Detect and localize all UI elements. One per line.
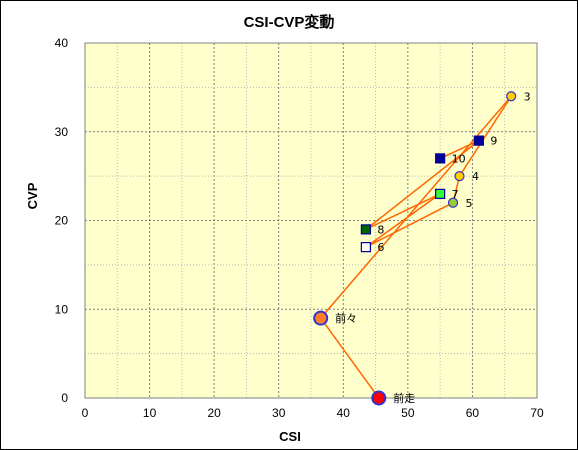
- data-point: [506, 91, 517, 102]
- y-axis-label: CVP: [25, 182, 40, 209]
- x-tick-label: 70: [530, 406, 544, 420]
- data-point: [313, 310, 329, 326]
- y-tick-label: 10: [55, 302, 69, 316]
- x-tick-label: 10: [143, 406, 157, 420]
- x-tick-label: 0: [82, 406, 89, 420]
- data-label: 4: [472, 170, 479, 183]
- y-tick-label: 40: [55, 36, 69, 50]
- y-tick-labels: 0 10 20 30 40: [55, 36, 69, 405]
- data-point: [473, 135, 484, 146]
- data-label: 8: [377, 223, 384, 236]
- x-tick-label: 40: [337, 406, 351, 420]
- chart-title: CSI-CVP変動: [244, 13, 335, 31]
- x-tick-label: 20: [207, 406, 221, 420]
- data-point: [454, 171, 465, 182]
- x-tick-label: 50: [401, 406, 415, 420]
- data-label: 前走: [393, 391, 415, 405]
- x-tick-label: 30: [272, 406, 286, 420]
- x-tick-labels: 0 10 20 30 40 50 60 70: [82, 406, 544, 420]
- data-point: [360, 242, 371, 253]
- data-label: 6: [377, 241, 384, 254]
- y-tick-label: 30: [55, 125, 69, 139]
- data-point: [371, 390, 387, 406]
- data-point: [360, 224, 371, 235]
- data-label: 10: [452, 152, 466, 165]
- series-line: [319, 95, 512, 399]
- data-label: 3: [524, 90, 531, 103]
- x-tick-label: 60: [466, 406, 480, 420]
- data-label: 前々: [335, 311, 357, 325]
- data-labels: 前走 前々 3 4 5 6 7 8 9 10: [335, 90, 530, 405]
- grid-lines: [85, 43, 537, 398]
- y-tick-label: 20: [55, 214, 69, 228]
- data-point: [435, 153, 446, 164]
- data-label: 5: [466, 197, 473, 210]
- data-point: [447, 197, 459, 208]
- y-tick-label: 0: [61, 391, 68, 405]
- data-label: 9: [490, 135, 497, 148]
- data-markers: [313, 91, 517, 406]
- data-point: [435, 188, 446, 199]
- data-label: 7: [452, 188, 459, 201]
- x-axis-label: CSI: [279, 429, 301, 444]
- plot-border: [84, 42, 538, 399]
